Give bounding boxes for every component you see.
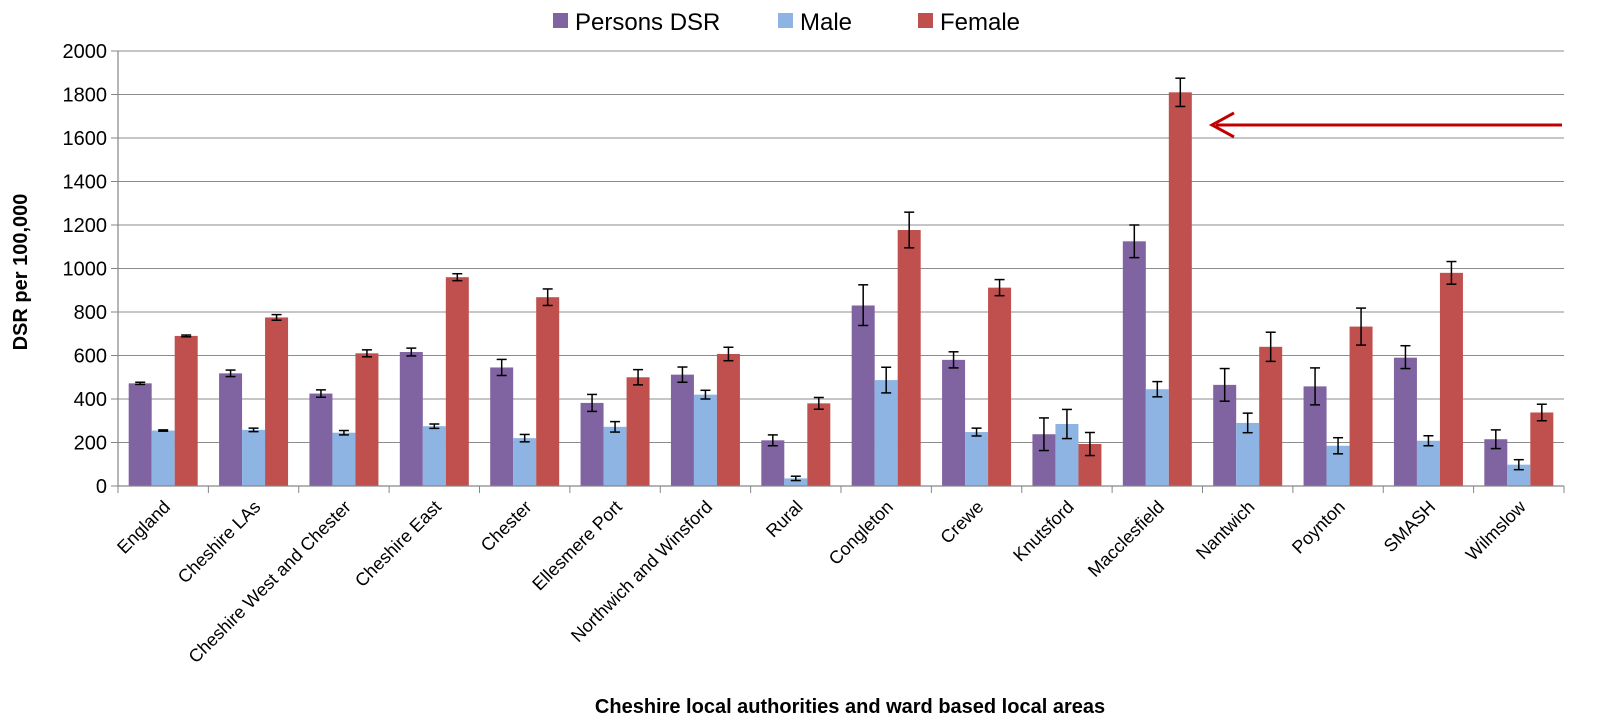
y-tick-label: 400 <box>74 389 107 411</box>
bar-female <box>1259 346 1283 486</box>
x-category-label: Ellesmere Port <box>528 497 626 595</box>
bar-male <box>603 426 627 486</box>
legend-label: Male <box>800 9 852 36</box>
y-tick-labels: 0 200 400 600 800 1000 1200 1400 1600 1800 2000 <box>63 41 108 498</box>
bar-female <box>536 297 560 486</box>
x-category-label: Rural <box>762 497 807 542</box>
x-category-label: Crewe <box>936 497 987 548</box>
bar-female <box>174 335 198 486</box>
bar-female <box>1530 412 1554 486</box>
arrow-head <box>1208 111 1235 139</box>
bar-female <box>1168 92 1192 486</box>
bar-male <box>874 380 898 486</box>
legend-swatch <box>553 13 568 28</box>
bar-persons-dsr <box>399 352 423 486</box>
x-category-label: Poynton <box>1288 497 1349 558</box>
legend-swatch <box>778 13 793 28</box>
bar-persons-dsr <box>1393 357 1417 486</box>
y-tick-label: 1600 <box>63 128 108 150</box>
bar-female <box>988 287 1012 486</box>
x-category-label: Wilmslow <box>1462 496 1531 565</box>
bar-male <box>332 432 356 486</box>
x-category-label: Nantwich <box>1192 497 1258 563</box>
x-category-label: Chester <box>477 497 536 556</box>
bar-persons-dsr <box>490 367 514 486</box>
y-tick-label: 1400 <box>63 172 108 194</box>
bar-male <box>1055 424 1079 486</box>
y-tick-label: 0 <box>96 476 107 498</box>
bar-female <box>716 353 740 486</box>
y-tick-label: 600 <box>74 346 107 368</box>
x-category-label: England <box>113 497 174 558</box>
legend-swatch <box>918 13 933 28</box>
bar-female <box>445 277 469 486</box>
x-category-label: Cheshire West and Chester <box>185 497 355 667</box>
bar-male <box>513 438 537 486</box>
x-category-label: Cheshire East <box>351 497 445 591</box>
x-category-label: Cheshire LAs <box>174 497 265 588</box>
bar-male <box>1416 440 1440 486</box>
bar-male <box>1236 422 1260 486</box>
bar-persons-dsr <box>309 393 333 486</box>
bar-persons-dsr <box>942 359 966 486</box>
bar-persons-dsr <box>1484 439 1508 486</box>
y-tick-label: 1800 <box>63 85 108 107</box>
bar-female <box>1439 272 1463 486</box>
error-bars <box>135 77 1547 482</box>
y-tick-label: 1200 <box>63 215 108 237</box>
bar-female <box>355 353 379 486</box>
bar-female <box>626 377 650 486</box>
bars <box>128 92 1554 486</box>
bar-female <box>1349 326 1373 486</box>
bar-persons-dsr <box>1032 434 1056 486</box>
bar-male <box>1145 389 1169 486</box>
legend-label: Persons DSR <box>575 9 720 36</box>
x-category-label: Knutsford <box>1009 497 1078 566</box>
bar-persons-dsr <box>580 402 604 486</box>
bar-persons-dsr <box>1303 386 1327 486</box>
bar-male <box>1507 464 1531 486</box>
bar-female <box>897 230 921 486</box>
annotation-arrow <box>1208 111 1562 139</box>
axes <box>117 51 1564 487</box>
bar-persons-dsr <box>761 440 785 486</box>
y-tick-label: 800 <box>74 302 107 324</box>
legend-label: Female <box>940 9 1020 36</box>
bar-male <box>965 432 989 486</box>
bar-female <box>1078 444 1102 486</box>
y-tick-label: 200 <box>74 433 107 455</box>
y-axis-title: DSR per 100,000 <box>10 194 32 351</box>
bar-persons-dsr <box>851 305 875 486</box>
y-tick-label: 2000 <box>63 41 108 63</box>
bar-male <box>151 430 175 486</box>
x-axis-title: Cheshire local authorities and ward base… <box>595 696 1105 718</box>
bar-male <box>784 478 808 486</box>
bar-male <box>242 429 266 486</box>
bar-persons-dsr <box>219 373 243 486</box>
legend: Persons DSR Male Female <box>553 9 1020 36</box>
bar-persons-dsr <box>670 374 694 486</box>
bar-male <box>1326 445 1350 486</box>
x-category-label: Macclesfield <box>1084 497 1168 581</box>
bar-persons-dsr <box>128 383 152 486</box>
x-category-label: SMASH <box>1380 497 1439 556</box>
bar-persons-dsr <box>1213 384 1237 486</box>
bar-male <box>422 426 446 486</box>
bar-female <box>265 317 289 486</box>
bar-persons-dsr <box>1122 241 1146 486</box>
bar-female <box>807 403 831 486</box>
bar-male <box>693 394 717 486</box>
x-category-label: Congleton <box>825 497 897 569</box>
y-tick-label: 1000 <box>63 259 108 281</box>
